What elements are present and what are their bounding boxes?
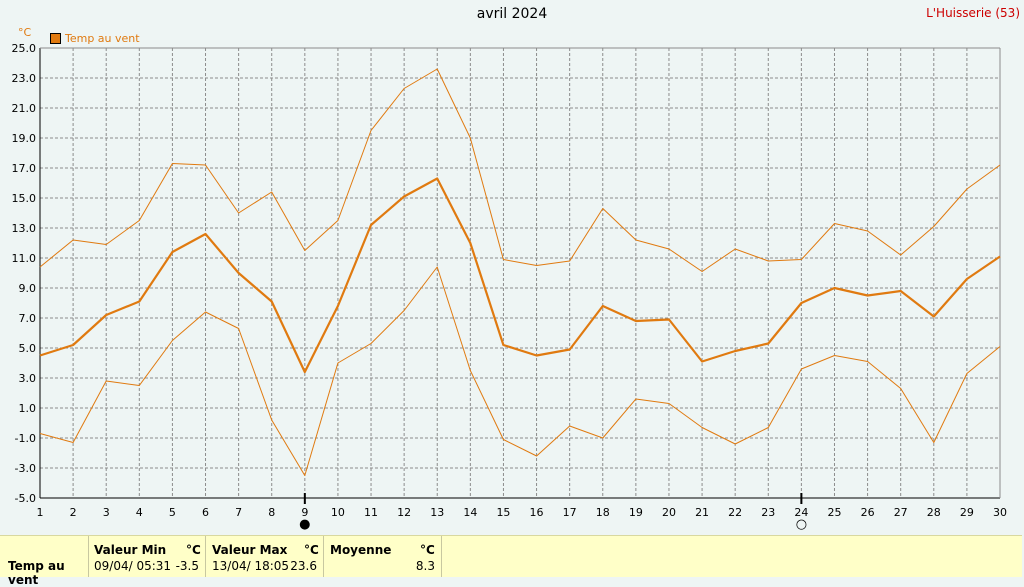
x-tick-label: 5 bbox=[169, 506, 176, 519]
legend: Temp au vent bbox=[50, 32, 140, 45]
x-tick-label: 8 bbox=[268, 506, 275, 519]
x-tick-label: 9 bbox=[301, 506, 308, 519]
y-tick-label: 21.0 bbox=[12, 102, 37, 115]
avg-header: Moyenne bbox=[330, 543, 392, 557]
full-moon-icon: ○ bbox=[796, 517, 807, 532]
x-tick-label: 24 bbox=[794, 506, 808, 519]
max-unit: °C bbox=[304, 543, 319, 557]
y-tick-label: -3.0 bbox=[15, 462, 36, 475]
new-moon-icon: ● bbox=[299, 517, 310, 532]
stats-row-label-cell: Temp au vent bbox=[0, 536, 89, 587]
x-tick-label: 14 bbox=[463, 506, 477, 519]
stats-min-cell: Valeur Min °C 09/04/ 05:31 -3.5 bbox=[88, 536, 206, 577]
y-tick-label: -5.0 bbox=[15, 492, 36, 505]
stats-avg-cell: Moyenne °C 8.3 bbox=[324, 536, 442, 577]
x-tick-label: 3 bbox=[103, 506, 110, 519]
x-tick-label: 28 bbox=[927, 506, 941, 519]
plot-area bbox=[40, 48, 1000, 498]
chart-title: avril 2024 bbox=[476, 6, 548, 22]
x-tick-label: 21 bbox=[695, 506, 709, 519]
y-tick-label: 3.0 bbox=[19, 372, 37, 385]
x-tick-label: 25 bbox=[827, 506, 841, 519]
min-value: -3.5 bbox=[175, 559, 199, 573]
series-line-upper bbox=[39, 68, 1001, 272]
x-tick-label: 22 bbox=[728, 506, 742, 519]
min-header: Valeur Min bbox=[94, 543, 167, 557]
station-name[interactable]: L'Huisserie (53) bbox=[926, 6, 1020, 20]
x-tick-label: 23 bbox=[761, 506, 775, 519]
avg-unit: °C bbox=[420, 543, 435, 557]
x-tick-label: 29 bbox=[960, 506, 974, 519]
y-tick-label: 23.0 bbox=[12, 72, 37, 85]
x-tick-label: 30 bbox=[993, 506, 1007, 519]
legend-label: Temp au vent bbox=[65, 32, 140, 45]
x-tick-label: 15 bbox=[496, 506, 510, 519]
x-tick-label: 1 bbox=[37, 506, 44, 519]
x-tick-label: 11 bbox=[364, 506, 378, 519]
x-tick-label: 6 bbox=[202, 506, 209, 519]
y-tick-label: -1.0 bbox=[15, 432, 36, 445]
max-header: Valeur Max bbox=[212, 543, 288, 557]
min-unit: °C bbox=[186, 543, 201, 557]
x-tick-label: 4 bbox=[136, 506, 143, 519]
y-tick-label: 11.0 bbox=[12, 252, 37, 265]
y-tick-label: 9.0 bbox=[19, 282, 37, 295]
x-tick-label: 20 bbox=[662, 506, 676, 519]
x-tick-label: 17 bbox=[563, 506, 577, 519]
x-tick-label: 16 bbox=[530, 506, 544, 519]
temperature-chart: -5.0 -3.0 -1.0 1.0 3.0 5.0 7.0 9.0 11.0 13.0 15.0 1… bbox=[12, 42, 1008, 532]
y-axis-unit: °C bbox=[18, 26, 32, 39]
y-tick-label: 1.0 bbox=[19, 402, 37, 415]
min-date: 09/04/ 05:31 bbox=[94, 559, 172, 573]
stats-row-label: Temp au vent bbox=[8, 559, 65, 587]
series-line-lower bbox=[39, 266, 1001, 476]
y-tick-label: 13.0 bbox=[12, 222, 37, 235]
stats-panel: Temp au vent Valeur Min °C 09/04/ 05:31 … bbox=[0, 535, 1022, 587]
x-tick-label: 27 bbox=[894, 506, 908, 519]
x-tick-label: 18 bbox=[596, 506, 610, 519]
y-tick-label: 17.0 bbox=[12, 162, 37, 175]
legend-swatch bbox=[50, 33, 61, 44]
y-tick-label: 19.0 bbox=[12, 132, 37, 145]
x-tick-label: 19 bbox=[629, 506, 643, 519]
series-line-main bbox=[39, 177, 1001, 374]
y-tick-label: 15.0 bbox=[12, 192, 37, 205]
x-tick-label: 10 bbox=[331, 506, 345, 519]
x-tick-label: 12 bbox=[397, 506, 411, 519]
x-tick-label: 13 bbox=[430, 506, 444, 519]
x-tick-label: 26 bbox=[861, 506, 875, 519]
y-tick-label: 5.0 bbox=[19, 342, 37, 355]
avg-value: 8.3 bbox=[415, 559, 435, 573]
max-value: 23.6 bbox=[290, 559, 317, 573]
x-tick-label: 7 bbox=[235, 506, 242, 519]
x-tick-label: 2 bbox=[70, 506, 77, 519]
y-tick-label: 25.0 bbox=[12, 42, 37, 55]
max-date: 13/04/ 18:05 bbox=[212, 559, 290, 573]
y-tick-label: 7.0 bbox=[19, 312, 37, 325]
stats-max-cell: Valeur Max °C 13/04/ 18:05 23.6 bbox=[206, 536, 324, 577]
